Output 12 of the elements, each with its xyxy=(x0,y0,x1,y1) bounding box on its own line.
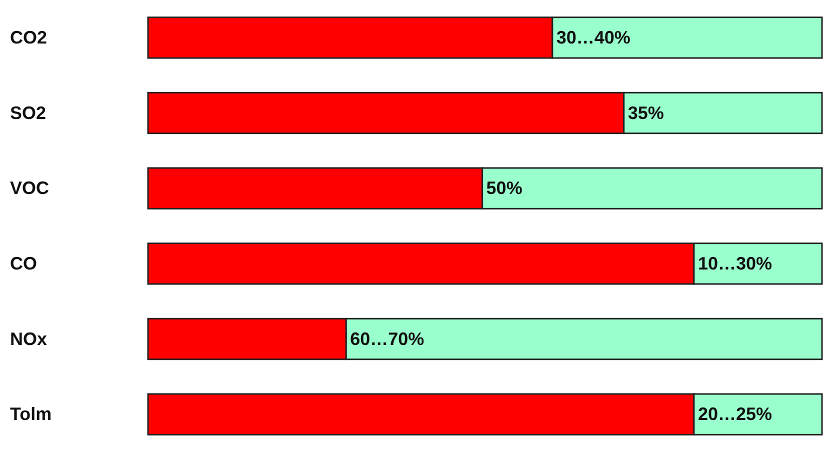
y-tick-label: CO2 xyxy=(10,27,48,48)
y-tick-label: Tolm xyxy=(10,404,52,424)
y-tick-label: CO xyxy=(10,253,37,274)
annotation: 20…25% xyxy=(698,404,772,424)
y-tick-label: SO2 xyxy=(10,102,46,123)
annotation: 35% xyxy=(628,102,664,123)
annotation: 60…70% xyxy=(350,328,424,349)
y-tick-label: NOx xyxy=(10,328,48,349)
annotation: 30…40% xyxy=(556,27,630,48)
annotation: 10…30% xyxy=(698,253,772,274)
annotation: 50% xyxy=(486,178,522,198)
y-tick-label: VOC xyxy=(10,178,50,198)
